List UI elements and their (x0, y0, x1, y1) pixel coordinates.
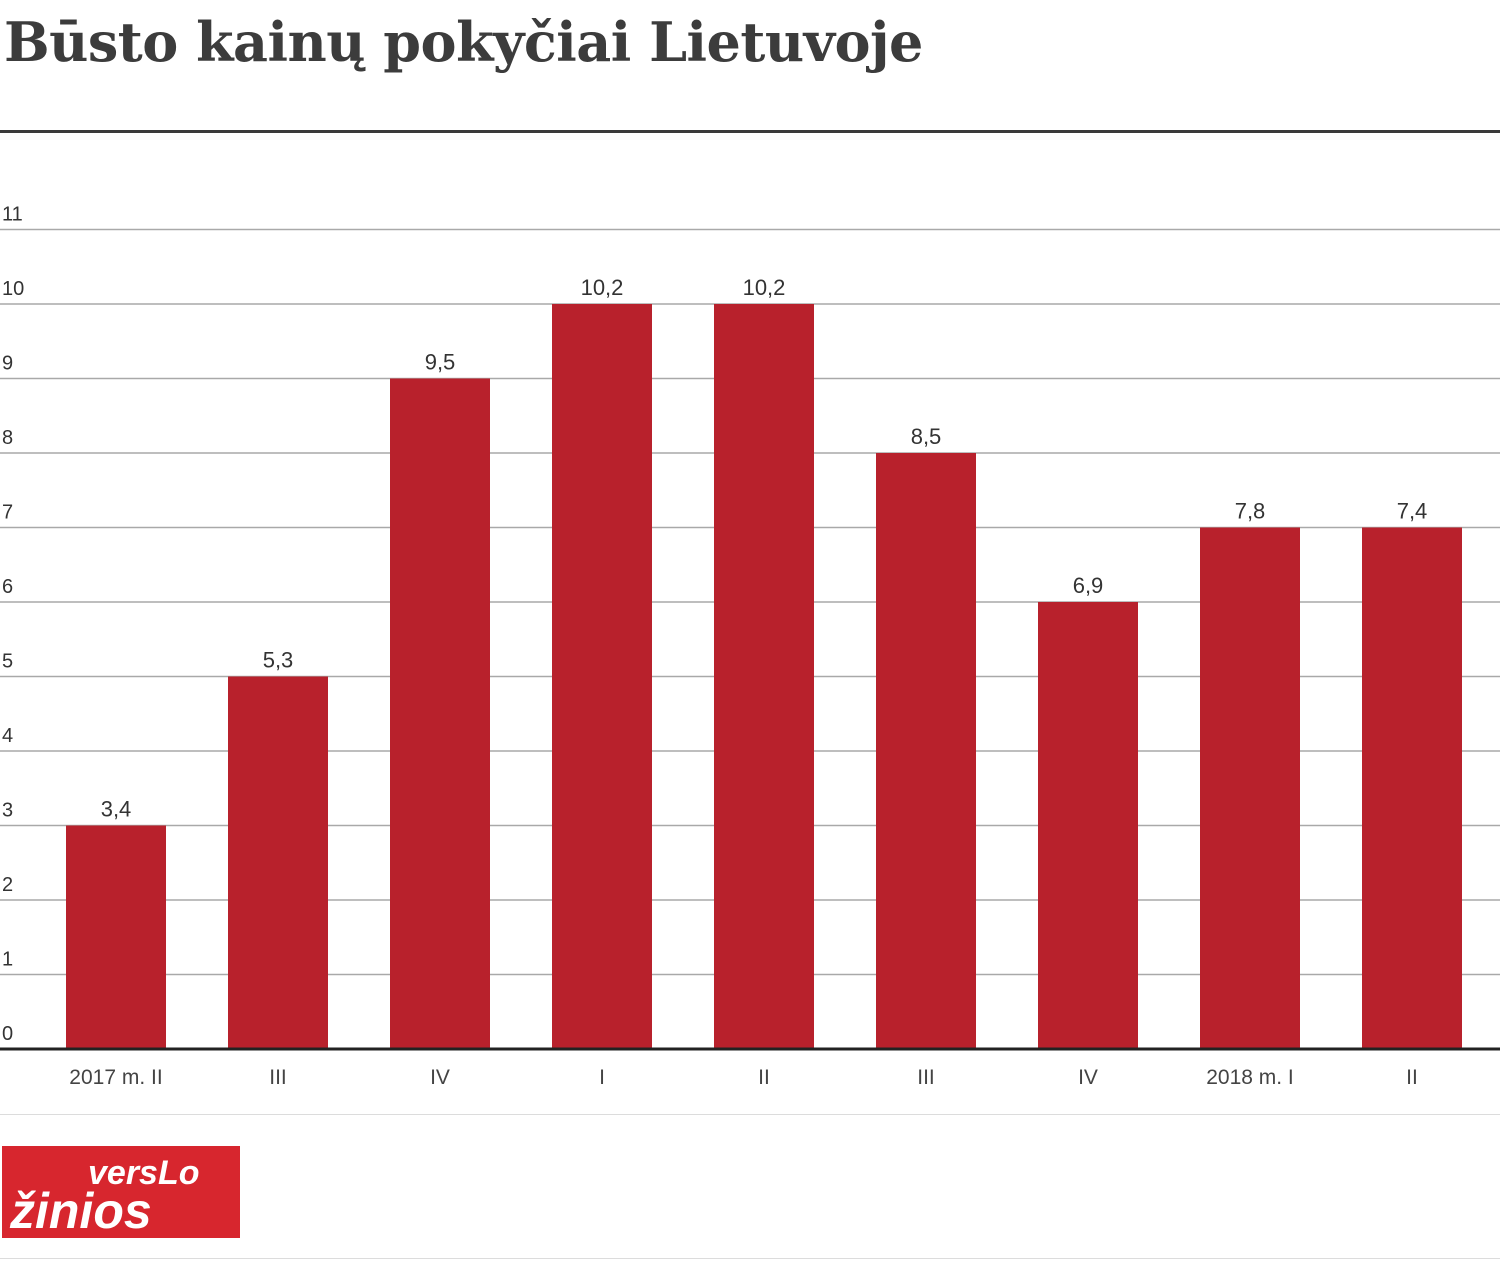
y-tick-label: 9 (2, 353, 13, 375)
y-tick-label: 5 (2, 651, 13, 673)
x-tick-label: III (269, 1066, 287, 1089)
bar (714, 304, 814, 1049)
x-tick-label: II (1406, 1066, 1418, 1089)
footer-divider-bottom (0, 1258, 1500, 1259)
x-tick-label: 2018 m. I (1206, 1066, 1294, 1089)
bar (1200, 527, 1300, 1049)
x-tick-label: I (599, 1066, 605, 1089)
data-label: 10,2 (743, 275, 786, 300)
bar (1362, 527, 1462, 1049)
data-label: 7,4 (1397, 499, 1428, 524)
bar (876, 453, 976, 1049)
y-tick-label: 7 (2, 502, 13, 524)
x-tick-label: 2017 m. II (69, 1066, 162, 1089)
y-tick-label: 6 (2, 576, 13, 598)
data-label: 7,8 (1235, 499, 1266, 524)
data-label: 5,3 (263, 648, 294, 673)
x-tick-label: IV (1078, 1066, 1098, 1089)
footer-divider-top (0, 1114, 1500, 1115)
data-label: 9,5 (425, 350, 456, 375)
y-tick-label: 4 (2, 725, 13, 747)
y-tick-label: 10 (2, 278, 24, 300)
title-divider (0, 130, 1500, 133)
verslo-zinios-logo: versLo žinios (2, 1146, 240, 1238)
data-label: 8,5 (911, 424, 942, 449)
data-label: 3,4 (101, 797, 132, 822)
bar (66, 825, 166, 1049)
y-tick-label: 11 (2, 204, 23, 226)
bars (0, 304, 1500, 1051)
y-tick-label: 0 (2, 1023, 13, 1045)
y-tick-label: 2 (2, 874, 13, 896)
logo-text-top: versLo (88, 1154, 200, 1192)
bar (552, 304, 652, 1049)
x-tick-label: IV (430, 1066, 450, 1089)
bar (228, 676, 328, 1049)
y-tick-label: 3 (2, 800, 13, 822)
y-tick-label: 1 (2, 949, 13, 971)
data-label: 6,9 (1073, 573, 1104, 598)
bar (390, 378, 490, 1049)
chart-title: Būsto kainų pokyčiai Lietuvoje (4, 10, 923, 74)
x-tick-label: II (758, 1066, 770, 1089)
data-label: 10,2 (581, 275, 624, 300)
bar (1038, 602, 1138, 1049)
logo-text-bottom: žinios (9, 1183, 152, 1238)
y-tick-label: 8 (2, 427, 13, 449)
x-tick-label: III (917, 1066, 935, 1089)
logo-background (2, 1146, 240, 1238)
